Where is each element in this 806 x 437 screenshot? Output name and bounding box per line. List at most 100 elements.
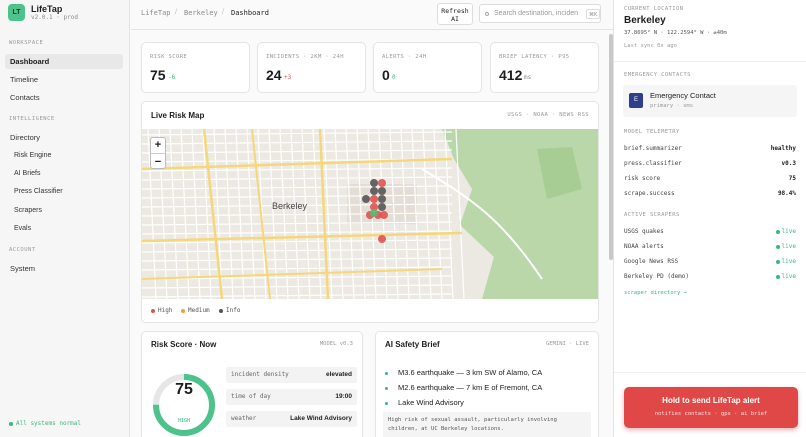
factor-row: time of day 19:00 xyxy=(226,389,357,405)
section-title: INTELLIGENCE xyxy=(9,116,55,122)
stat-label: RISK SCORE xyxy=(150,54,188,60)
street xyxy=(142,284,453,289)
section-title: WORKSPACE xyxy=(9,40,44,46)
shortcut: ⌘K xyxy=(586,9,600,19)
incident-dot xyxy=(378,235,386,243)
stat-card: BRIEF LATENCY · P95 412 ms xyxy=(490,42,599,93)
stat-value: 0 xyxy=(382,67,390,83)
legend-dot xyxy=(181,309,185,313)
street xyxy=(142,293,453,298)
search-placeholder: Search destination, inciden xyxy=(494,10,579,17)
factor-name: time of day xyxy=(231,393,271,400)
separator: / xyxy=(175,9,177,16)
section-title: MODEL TELEMETRY xyxy=(624,129,680,135)
bullet xyxy=(385,402,388,405)
section-title: EMERGENCY CONTACTS xyxy=(624,72,691,78)
location-city: Berkeley xyxy=(624,15,666,26)
park xyxy=(537,147,582,199)
stat-delta: +3 xyxy=(284,74,292,81)
scraper-status: live xyxy=(781,258,796,265)
scraper-link[interactable]: scraper directory → xyxy=(624,290,687,296)
contact-avatar: E xyxy=(629,93,643,108)
street xyxy=(191,129,201,299)
telemetry-value: 75 xyxy=(788,175,796,182)
telemetry-value: v0.3 xyxy=(781,160,796,167)
nav-item[interactable]: System xyxy=(10,264,36,273)
brief-item: Lake Wind Advisory xyxy=(398,398,464,407)
road xyxy=(142,157,453,171)
street xyxy=(142,239,453,244)
location-coords: 37.8695° N · 122.2594° W · ±40m xyxy=(624,30,727,36)
street xyxy=(142,203,453,208)
street xyxy=(142,167,453,172)
nav-item[interactable]: Scrapers xyxy=(14,207,43,214)
live-dot xyxy=(776,245,780,249)
risk-level: HIGH xyxy=(177,418,191,424)
nav-item[interactable]: Evals xyxy=(14,225,32,232)
incident-dot xyxy=(370,203,378,211)
stat-card: INCIDENTS · 2KM · 24H 24 +3 xyxy=(257,42,366,93)
refresh-button[interactable]: Refresh AI xyxy=(437,3,473,25)
telemetry-key: press.classifier xyxy=(624,160,682,167)
street xyxy=(142,149,453,154)
street xyxy=(224,129,234,299)
stat-delta: ms xyxy=(524,74,532,81)
status: All systems normal xyxy=(16,420,82,427)
sidebar: LT LifeTap v2.0.1 · prod WORKSPACE Dashboard… xyxy=(0,0,130,437)
nav-item[interactable]: Risk Engine xyxy=(14,152,52,159)
live-dot xyxy=(776,260,780,264)
legend-dot xyxy=(219,309,223,313)
brief-source: GEMINI · LIVE xyxy=(545,341,589,347)
street xyxy=(142,140,453,145)
contact-card[interactable]: E Emergency Contact primary · sms xyxy=(623,85,797,117)
nav-item[interactable]: Timeline xyxy=(10,75,39,84)
factor-name: weather xyxy=(231,415,257,422)
scraper-name: NOAA alerts xyxy=(624,243,664,250)
breadcrumb: LifeTap xyxy=(141,9,171,17)
incident-dot xyxy=(380,211,388,219)
telemetry-key: scrape.success xyxy=(624,190,675,197)
alert-title: Hold to send LifeTap alert xyxy=(662,396,760,405)
section-title: CURRENT LOCATION xyxy=(624,6,684,12)
telemetry-value: healthy xyxy=(770,145,796,152)
live-dot xyxy=(776,275,780,279)
stat-label: INCIDENTS · 2KM · 24H xyxy=(266,54,344,60)
incident-dot xyxy=(370,179,378,187)
separator: / xyxy=(222,9,224,16)
street xyxy=(142,212,453,217)
scraper-status: live xyxy=(781,273,796,280)
search[interactable]: Search destination, inciden ⌘K xyxy=(479,4,601,23)
map-sources: USGS · NOAA · NEWS RSS xyxy=(507,112,589,118)
legend-label: Medium xyxy=(188,307,210,314)
street xyxy=(213,129,223,299)
stat-card: ALERTS · 24H 0 0 xyxy=(373,42,482,93)
street xyxy=(455,129,465,299)
incident-dot xyxy=(362,195,370,203)
alert-button[interactable]: Hold to send LifeTap alert notifies conta… xyxy=(624,387,798,428)
stat-delta: 0 xyxy=(392,74,396,81)
right-panel: CURRENT LOCATION Berkeley 37.8695° N · 122… xyxy=(613,0,806,437)
contact-name: Emergency Contact xyxy=(650,91,716,100)
nav-item[interactable]: Contacts xyxy=(10,93,40,102)
nav-item[interactable]: AI Briefs xyxy=(14,170,41,177)
map[interactable]: Berkeley xyxy=(142,129,598,299)
breadcrumb: Berkeley xyxy=(184,9,218,17)
road xyxy=(251,129,271,299)
zoom-out[interactable]: − xyxy=(150,153,166,169)
risk-title: Risk Score · Now xyxy=(151,340,217,349)
factor-row: weather Lake Wind Advisory xyxy=(226,411,357,427)
road xyxy=(142,268,443,280)
nav-item[interactable]: Press Classifier xyxy=(14,188,63,195)
street xyxy=(142,221,453,226)
scrollbar-thumb xyxy=(609,34,613,260)
incident-dot xyxy=(378,195,386,203)
stat-label: ALERTS · 24H xyxy=(382,54,427,60)
factor-value: 19:00 xyxy=(335,393,352,400)
nav-item[interactable]: Directory xyxy=(10,133,41,142)
version: v2.0.1 · prod xyxy=(31,14,78,21)
nav-item[interactable]: Dashboard xyxy=(5,54,123,69)
scraper-status: live xyxy=(781,228,796,235)
brief-item: M3.6 earthquake — 3 km SW of Alamo, CA xyxy=(398,368,543,377)
zoom-in[interactable]: + xyxy=(154,139,162,151)
stat-label: BRIEF LATENCY · P95 xyxy=(499,54,570,60)
